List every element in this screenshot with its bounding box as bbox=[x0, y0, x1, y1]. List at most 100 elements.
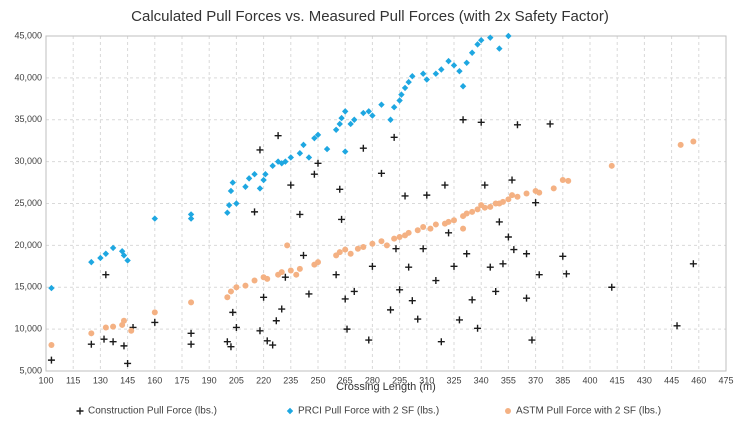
point bbox=[437, 338, 445, 346]
point bbox=[523, 250, 531, 258]
point bbox=[478, 36, 485, 44]
point bbox=[441, 181, 449, 189]
point bbox=[296, 265, 303, 272]
point bbox=[401, 192, 409, 200]
x-tick-label: 310 bbox=[419, 375, 434, 385]
x-tick-label: 415 bbox=[610, 375, 625, 385]
point bbox=[284, 242, 291, 249]
point bbox=[505, 196, 512, 203]
point bbox=[263, 337, 271, 345]
x-tick-label: 175 bbox=[174, 375, 189, 385]
legend-marker bbox=[76, 407, 84, 415]
point bbox=[260, 176, 267, 184]
point bbox=[269, 162, 276, 170]
point bbox=[445, 57, 452, 65]
point bbox=[87, 340, 95, 348]
point bbox=[387, 116, 394, 123]
point bbox=[120, 317, 127, 324]
point bbox=[559, 177, 566, 184]
point bbox=[481, 204, 488, 211]
x-tick-label: 190 bbox=[202, 375, 217, 385]
x-tick-label: 205 bbox=[229, 375, 244, 385]
point bbox=[332, 126, 340, 133]
point bbox=[262, 170, 269, 178]
point bbox=[269, 341, 277, 349]
point bbox=[351, 116, 358, 123]
point bbox=[187, 340, 195, 348]
x-tick-label: 265 bbox=[338, 375, 353, 385]
point bbox=[365, 108, 372, 115]
point bbox=[260, 293, 268, 301]
point bbox=[242, 282, 249, 289]
point bbox=[305, 154, 313, 161]
point bbox=[492, 287, 500, 295]
point bbox=[227, 343, 235, 351]
x-axis-label: Crossing Length (m) bbox=[336, 381, 436, 393]
point bbox=[347, 120, 354, 128]
point bbox=[227, 288, 234, 295]
point bbox=[419, 245, 427, 253]
point bbox=[256, 146, 264, 154]
x-tick-label: 370 bbox=[528, 375, 543, 385]
point bbox=[109, 338, 117, 346]
point bbox=[151, 215, 158, 222]
point bbox=[187, 211, 195, 218]
point bbox=[310, 170, 318, 178]
point bbox=[396, 234, 403, 240]
x-tick-label: 235 bbox=[283, 375, 298, 385]
point bbox=[224, 209, 231, 216]
point bbox=[423, 76, 430, 83]
point bbox=[124, 359, 132, 367]
x-tick-label: 100 bbox=[38, 375, 53, 385]
point bbox=[432, 277, 440, 285]
point bbox=[314, 159, 322, 167]
point bbox=[690, 138, 697, 145]
point bbox=[523, 294, 531, 302]
x-tick-label: 145 bbox=[120, 375, 135, 385]
point bbox=[398, 91, 405, 98]
point bbox=[264, 275, 271, 282]
point bbox=[474, 41, 481, 48]
y-tick-label: 5,000 bbox=[19, 365, 42, 375]
legend-label: Construction Pull Force (lbs.) bbox=[88, 406, 217, 417]
point bbox=[151, 309, 158, 316]
y-tick-label: 25,000 bbox=[14, 198, 42, 208]
point bbox=[323, 145, 331, 153]
point bbox=[396, 97, 403, 104]
point bbox=[274, 158, 282, 165]
point bbox=[232, 323, 240, 331]
point bbox=[338, 215, 346, 223]
point bbox=[120, 342, 128, 350]
x-tick-label: 430 bbox=[637, 375, 652, 385]
point bbox=[315, 259, 321, 266]
x-tick-label: 295 bbox=[392, 375, 407, 385]
point bbox=[377, 169, 385, 177]
point bbox=[120, 252, 128, 259]
point bbox=[459, 116, 467, 124]
point bbox=[427, 225, 434, 232]
point bbox=[287, 181, 295, 189]
point bbox=[88, 330, 95, 337]
x-tick-label: 220 bbox=[256, 375, 271, 385]
point bbox=[509, 192, 516, 199]
point bbox=[535, 271, 543, 279]
point bbox=[287, 154, 294, 161]
point bbox=[354, 245, 361, 252]
x-tick-label: 340 bbox=[474, 375, 489, 385]
point bbox=[486, 263, 494, 271]
point bbox=[256, 327, 264, 335]
legend-label: ASTM Pull Force with 2 SF (lbs.) bbox=[516, 406, 661, 417]
point bbox=[474, 206, 481, 213]
point bbox=[229, 308, 237, 316]
point bbox=[110, 323, 117, 330]
point bbox=[508, 176, 516, 184]
point bbox=[528, 336, 536, 344]
point bbox=[405, 78, 412, 86]
point bbox=[391, 235, 398, 242]
point bbox=[455, 316, 463, 324]
x-tick-label: 445 bbox=[664, 375, 679, 385]
point bbox=[469, 208, 476, 215]
point bbox=[450, 62, 458, 69]
point bbox=[124, 257, 131, 264]
point bbox=[477, 118, 485, 126]
